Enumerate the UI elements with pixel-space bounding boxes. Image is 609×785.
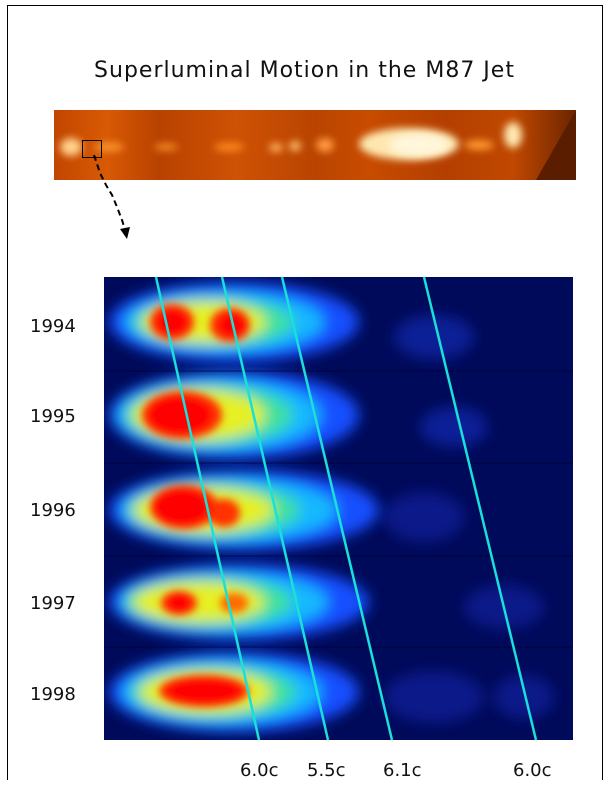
year-label-1994: 1994	[30, 316, 76, 337]
year-label-1998: 1998	[30, 684, 76, 705]
figure-title: Superluminal Motion in the M87 Jet	[94, 58, 515, 83]
track-line-4	[422, 277, 538, 740]
jet-heatmap-panel	[104, 277, 573, 740]
speed-label-4: 6.0c	[513, 760, 552, 781]
figure-frame	[7, 5, 603, 780]
speed-label-3: 6.1c	[383, 760, 422, 781]
year-label-1995: 1995	[30, 406, 76, 427]
zoom-region-marker	[82, 140, 102, 158]
speed-label-2: 5.5c	[307, 760, 346, 781]
speed-label-1: 6.0c	[240, 760, 279, 781]
zoom-arrow-icon	[93, 155, 130, 239]
track-line-2	[220, 277, 330, 740]
track-line-3	[280, 277, 394, 740]
jet-overview-image	[54, 110, 576, 180]
track-line-1	[154, 277, 261, 740]
year-label-1996: 1996	[30, 500, 76, 521]
year-label-1997: 1997	[30, 593, 76, 614]
